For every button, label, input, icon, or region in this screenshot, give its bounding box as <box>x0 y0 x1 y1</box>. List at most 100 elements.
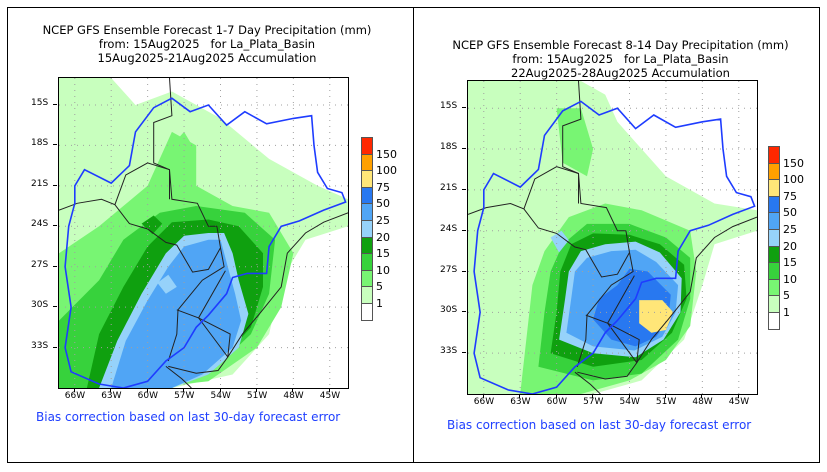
lon-tick-label: 66W <box>473 397 495 407</box>
lat-tick <box>53 144 57 146</box>
lon-tick-label: 60W <box>137 391 158 401</box>
lon-tick <box>592 394 594 398</box>
lat-tick-label: 30S <box>440 305 458 316</box>
colorbar-swatch <box>768 245 780 264</box>
colorbar-label: 75 <box>783 189 797 203</box>
lat-tick-label: 33S <box>31 340 49 351</box>
colorbar-label: 100 <box>376 164 397 178</box>
map-svg <box>468 81 757 394</box>
colorbar-swatch <box>768 162 780 181</box>
colorbar-swatch <box>768 295 780 313</box>
lon-tick <box>146 388 148 392</box>
lat-tick-label: 15S <box>440 101 458 112</box>
bias-footnote: Bias correction based on last 30-day for… <box>36 410 341 424</box>
lat-tick <box>462 188 466 190</box>
lon-tick <box>292 388 294 392</box>
lon-tick <box>328 388 330 392</box>
colorbar-swatch <box>768 229 780 247</box>
country-border <box>59 198 221 273</box>
country-border <box>574 371 601 394</box>
colorbar-swatch <box>361 153 373 172</box>
colorbar-swatch <box>361 220 373 238</box>
lat-tick-label: 27S <box>31 259 49 270</box>
chart-period: 15Aug2025-21Aug2025 Accumulation <box>97 51 317 65</box>
colorbar-swatch <box>768 179 780 197</box>
colorbar-label: 5 <box>376 280 383 294</box>
lon-tick-label: 57W <box>174 391 195 401</box>
country-border <box>576 230 634 367</box>
lat-tick-label: 21S <box>440 182 458 193</box>
lat-tick <box>462 148 466 150</box>
colorbar-swatch <box>768 312 780 330</box>
panel-week2: NCEP GFS Ensemble Forecast 8-14 Day Prec… <box>414 0 827 472</box>
lat-tick-label: 18S <box>440 142 458 153</box>
colorbar-swatch <box>768 146 780 164</box>
country-border <box>167 226 225 362</box>
colorbar-swatch <box>361 170 373 188</box>
lon-tick-label: 45W <box>728 397 750 407</box>
chart-subtitle: from: 15Aug2025 for La_Plata_Basin <box>512 52 729 66</box>
lon-tick-label: 63W <box>101 391 122 401</box>
colorbar-swatch <box>361 186 373 205</box>
lon-tick <box>219 388 221 392</box>
colorbar-label: 1 <box>376 297 383 310</box>
lat-tick <box>462 270 466 272</box>
lon-tick-label: 57W <box>583 397 604 407</box>
colorbar-label: 10 <box>376 263 390 277</box>
lat-tick <box>462 229 466 231</box>
precip-5-10mm-region <box>171 131 197 173</box>
colorbar-label: 20 <box>783 239 797 253</box>
map-svg <box>59 78 348 388</box>
colorbar-swatch <box>361 236 373 255</box>
lat-tick <box>53 346 57 348</box>
lon-tick <box>73 388 75 392</box>
colorbar-label: 50 <box>376 197 390 211</box>
precip-20-25mm-region <box>157 274 177 294</box>
precip-map <box>467 80 758 395</box>
lon-tick-label: 60W <box>546 397 567 407</box>
lon-tick-label: 54W <box>619 397 640 407</box>
lon-tick-label: 66W <box>64 391 86 401</box>
lon-tick <box>482 394 484 398</box>
colorbar-label: 100 <box>783 173 804 187</box>
lon-tick-label: 48W <box>283 391 304 401</box>
lon-tick-label: 54W <box>210 391 231 401</box>
colorbar-label: 25 <box>376 214 390 227</box>
basin-outline <box>473 100 756 394</box>
precip-20-25mm-region <box>550 230 569 253</box>
lon-tick <box>628 394 630 398</box>
lat-tick <box>462 107 466 109</box>
colorbar-swatch <box>361 286 373 304</box>
colorbar-swatch <box>361 269 373 288</box>
lon-tick <box>664 394 666 398</box>
country-border <box>523 166 626 232</box>
country-border <box>114 162 217 227</box>
colorbar-label: 20 <box>376 230 390 244</box>
colorbar-swatch <box>361 203 373 221</box>
lon-tick <box>255 388 257 392</box>
lon-tick <box>701 394 703 398</box>
colorbar-swatch <box>768 278 780 297</box>
panel-week1: NCEP GFS Ensemble Forecast 1-7 Day Preci… <box>31 23 397 424</box>
country-border <box>165 366 192 388</box>
lat-tick-label: 33S <box>440 346 458 357</box>
lon-tick-label: 63W <box>510 397 531 407</box>
lon-tick <box>737 394 739 398</box>
country-border <box>577 314 640 380</box>
colorbar-label: 150 <box>783 156 804 170</box>
bias-footnote: Bias correction based on last 30-day for… <box>447 418 752 432</box>
country-border <box>468 202 630 278</box>
colorbar-swatch <box>361 253 373 271</box>
colorbar-swatch <box>768 262 780 280</box>
chart-period: 22Aug2025-28Aug2025 Accumulation <box>511 66 730 80</box>
country-border <box>227 212 348 358</box>
precip-75-100mm-region <box>639 300 674 333</box>
colorbar-label: 15 <box>783 256 797 270</box>
colorbar-label: 10 <box>783 272 797 286</box>
lat-tick <box>53 184 57 186</box>
lat-tick-label: 24S <box>31 219 49 230</box>
lat-tick-label: 30S <box>31 300 49 311</box>
lon-tick <box>110 388 112 392</box>
lat-tick-label: 21S <box>31 178 49 189</box>
lon-tick-label: 48W <box>692 397 713 407</box>
